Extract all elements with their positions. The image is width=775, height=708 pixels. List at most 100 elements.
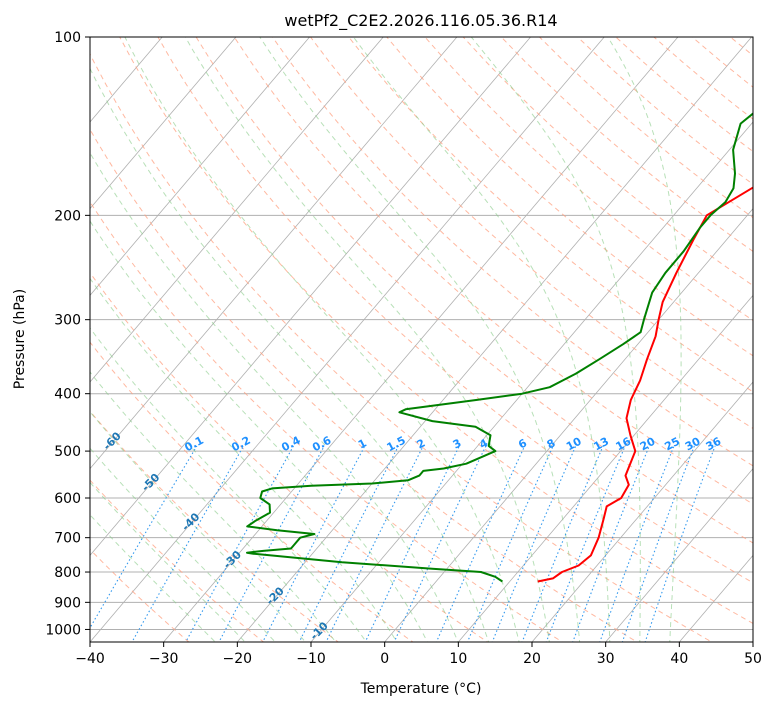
mixing-ratio-label: 3 xyxy=(451,436,464,451)
x-tick-label: −40 xyxy=(75,651,105,667)
moist-adiabat-line xyxy=(90,327,367,642)
dry-adiabat-line xyxy=(736,10,775,654)
moist-adiabat-line xyxy=(90,220,429,642)
dry-adiabat-line xyxy=(309,37,753,430)
mixing-ratio-label: 13 xyxy=(591,435,611,454)
moist-adiabat-line xyxy=(90,67,490,642)
y-axis-label: Pressure (hPa) xyxy=(12,289,28,389)
sounding-traces xyxy=(246,112,753,583)
dry-adiabat-line xyxy=(90,271,489,642)
background-grid xyxy=(90,10,775,654)
y-tick-label: 300 xyxy=(54,313,81,329)
moist-adiabat-line xyxy=(470,37,641,642)
y-tick-label: 200 xyxy=(54,208,81,224)
mixing-ratio-line xyxy=(393,445,487,642)
mixing-ratio-label: 36 xyxy=(704,435,724,454)
isotherm-line xyxy=(457,294,753,642)
mixing-ratio-line xyxy=(466,445,554,642)
mixing-ratio-label: 30 xyxy=(683,435,703,454)
mixing-ratio-label: 8 xyxy=(545,436,558,451)
y-tick-label: 700 xyxy=(54,531,81,547)
dry-adiabat-line xyxy=(500,37,753,252)
plot-frame xyxy=(89,36,754,643)
isotherm-line xyxy=(90,37,605,642)
isotherm-line xyxy=(90,37,311,296)
y-axis: 100 200 300 400 500 600 700 800 900 1000 xyxy=(45,30,90,638)
mixing-ratio-line xyxy=(364,445,460,642)
dry-adiabat-line xyxy=(90,341,414,642)
dry-adiabat-label: -80 xyxy=(29,341,52,364)
dry-adiabat-line xyxy=(271,37,753,467)
dry-adiabat-line xyxy=(90,52,713,642)
dry-adiabat-line xyxy=(691,37,753,88)
mixing-ratio-line xyxy=(545,445,626,642)
isotherm-line xyxy=(310,121,753,642)
y-tick-label: 1000 xyxy=(45,622,81,638)
dry-adiabat-line xyxy=(348,37,753,393)
dry-adiabat-line xyxy=(653,37,753,120)
x-tick-label: 50 xyxy=(744,651,762,667)
dry-adiabat-line xyxy=(538,37,753,219)
mixing-ratio-label: 25 xyxy=(662,435,682,454)
x-tick-label: 30 xyxy=(597,651,615,667)
moist-adiabat-line xyxy=(184,37,550,642)
isotherm-line xyxy=(236,37,753,642)
y-tick-label: 100 xyxy=(54,30,81,46)
mixing-ratio-label: 1 xyxy=(356,436,369,451)
mixing-ratio-line xyxy=(644,445,716,642)
mixing-ratio-line xyxy=(185,445,294,642)
moist-adiabat-line xyxy=(352,37,611,642)
dry-adiabat-line xyxy=(90,548,190,642)
y-tick-label: 500 xyxy=(54,444,81,460)
dry-adiabat-line xyxy=(424,37,753,322)
isotherm-line xyxy=(90,37,384,383)
moist-adiabat-line xyxy=(90,277,398,642)
x-axis-label: Temperature (°C) xyxy=(360,681,482,697)
x-tick-label: −10 xyxy=(296,651,326,667)
dry-adiabat-line xyxy=(90,128,638,642)
moist-adiabat-line xyxy=(90,151,459,642)
temperature-trace xyxy=(537,186,753,583)
mixing-ratio-line xyxy=(435,445,526,642)
x-tick-label: 10 xyxy=(449,651,467,667)
dry-adiabat-line xyxy=(195,37,753,544)
x-tick-label: 40 xyxy=(670,651,688,667)
mixing-ratio-line xyxy=(90,445,198,629)
y-tick-label: 600 xyxy=(54,491,81,507)
dry-adiabat-line xyxy=(615,37,753,153)
mixing-ratio-label: 20 xyxy=(638,435,658,454)
dry-adiabat-line xyxy=(90,410,340,642)
isotherm-line xyxy=(384,208,753,642)
mixing-ratio-line xyxy=(599,445,675,642)
moist-adiabat-line xyxy=(259,37,581,642)
isotherm-line xyxy=(90,37,237,210)
mixing-ratio-line xyxy=(298,445,399,642)
isotherm-line xyxy=(605,468,753,642)
mixing-ratio-line xyxy=(491,445,577,642)
x-tick-label: 0 xyxy=(380,651,389,667)
moist-adiabat-line xyxy=(607,37,682,642)
moist-adiabat-line xyxy=(90,481,246,642)
dry-adiabat-line xyxy=(90,201,564,642)
mixing-ratio-line xyxy=(572,445,650,642)
chart-title: wetPf2_C2E2.2026.116.05.36.R14 xyxy=(284,11,557,31)
mixing-ratio-label: 10 xyxy=(564,435,584,454)
moist-adiabat-line xyxy=(90,514,216,642)
x-tick-label: 20 xyxy=(523,651,541,667)
mixing-ratio-line xyxy=(262,445,366,642)
y-tick-label: 900 xyxy=(54,595,81,611)
dry-adiabat-line xyxy=(157,37,753,584)
x-axis: −40 −30 −20 −10 0 10 20 30 40 50 xyxy=(75,642,762,667)
y-tick-label: 400 xyxy=(54,387,81,403)
isotherm-line xyxy=(163,37,679,642)
isotherm-line xyxy=(752,641,753,642)
isotherm-line xyxy=(90,37,163,123)
dry-adiabat-line xyxy=(576,37,753,185)
isotherm-line xyxy=(90,37,458,470)
mixing-ratio-line xyxy=(325,445,424,642)
x-tick-label: −20 xyxy=(223,651,253,667)
y-tick-label: 800 xyxy=(54,565,81,581)
isotherm-line xyxy=(531,381,753,642)
moist-adiabat-line xyxy=(90,447,276,642)
